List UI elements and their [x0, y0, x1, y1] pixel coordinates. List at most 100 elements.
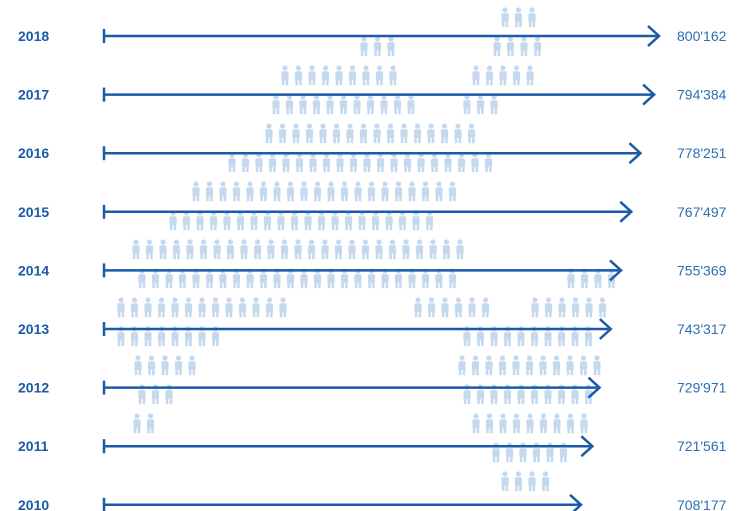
person-icon [454, 297, 463, 318]
person-icon [558, 297, 566, 318]
person-icon [340, 181, 349, 202]
person-icon [321, 239, 329, 260]
person-icon [360, 36, 368, 57]
person-icon [353, 94, 361, 115]
person-icon [531, 297, 539, 318]
person-icon [427, 123, 435, 144]
person-icon [285, 94, 294, 115]
person-icon [279, 297, 287, 318]
person-icon [414, 297, 422, 318]
person-icon [265, 297, 274, 318]
person-icon [541, 471, 550, 492]
person-icon [440, 123, 449, 144]
person-icon [393, 94, 402, 115]
person-icon [213, 239, 221, 260]
person-icon [236, 210, 245, 231]
person-icon [553, 413, 561, 434]
person-icon [134, 355, 142, 376]
bar-arrow-2012 [102, 376, 602, 399]
person-icon [290, 210, 299, 231]
person-icon [209, 210, 218, 231]
person-icon [557, 326, 566, 347]
person-icon [292, 123, 300, 144]
person-icon [171, 326, 179, 347]
person-icon [448, 181, 457, 202]
bar-arrow-2013 [102, 318, 613, 340]
person-icon [533, 36, 542, 57]
person-icon [471, 152, 479, 173]
person-icon [184, 297, 193, 318]
person-icon [348, 65, 357, 86]
person-icon [252, 297, 260, 318]
person-icon [425, 210, 434, 231]
person-icon [566, 413, 575, 434]
person-icon [295, 152, 304, 173]
person-icon [375, 65, 384, 86]
people-icons-background [117, 7, 616, 492]
person-icon [385, 210, 393, 231]
person-icon [456, 239, 464, 260]
tick-label-2013: 2013 [18, 321, 49, 337]
tick-label-2015: 2015 [18, 204, 49, 220]
person-icon [485, 355, 493, 376]
person-icon [421, 181, 430, 202]
person-icon [278, 123, 287, 144]
person-icon [145, 239, 154, 260]
person-icon [412, 210, 420, 231]
person-icon [506, 36, 515, 57]
data-label-2013: 743'317 [677, 321, 727, 337]
bar-arrow-2016 [102, 142, 643, 165]
person-icon [157, 297, 166, 318]
person-icon [326, 94, 334, 115]
person-icon [117, 297, 125, 318]
data-label-2011: 721'561 [677, 438, 727, 454]
data-label-2012: 729'971 [677, 380, 727, 396]
person-icon [304, 210, 312, 231]
person-icon [598, 297, 607, 318]
person-icon [282, 152, 290, 173]
person-icon [268, 152, 277, 173]
person-icon [490, 94, 498, 115]
person-icon [380, 94, 388, 115]
person-icon [331, 210, 339, 231]
person-icon [344, 210, 353, 231]
person-icon [286, 181, 295, 202]
person-icon [387, 36, 395, 57]
person-icon [358, 210, 366, 231]
person-icon [539, 413, 548, 434]
person-icon [512, 65, 521, 86]
year-arrows [102, 25, 661, 511]
person-icon [186, 239, 194, 260]
person-icon [188, 355, 196, 376]
person-icon [346, 123, 354, 144]
person-icon [525, 355, 534, 376]
person-icon [241, 152, 250, 173]
person-icon [232, 181, 241, 202]
person-icon [402, 239, 410, 260]
person-icon [348, 239, 356, 260]
person-icon [117, 326, 125, 347]
person-icon [566, 355, 574, 376]
person-icon [294, 239, 302, 260]
person-icon [376, 152, 385, 173]
person-icon [332, 123, 341, 144]
person-icon [398, 210, 407, 231]
person-icon [313, 181, 322, 202]
person-icon [336, 152, 344, 173]
person-icon [169, 210, 177, 231]
person-icon [255, 152, 263, 173]
bar-arrow-2017 [102, 83, 656, 106]
person-icon [390, 152, 398, 173]
person-icon [371, 210, 380, 231]
person-icon [172, 239, 181, 260]
person-icon [309, 152, 317, 173]
person-icon [228, 152, 236, 173]
tick-label-2010: 2010 [18, 497, 49, 511]
person-icon [430, 152, 439, 173]
person-icon [133, 413, 141, 434]
person-icon [539, 355, 547, 376]
person-icon [584, 326, 593, 347]
person-icon [253, 239, 262, 260]
person-icon [182, 210, 191, 231]
person-icon [273, 181, 281, 202]
